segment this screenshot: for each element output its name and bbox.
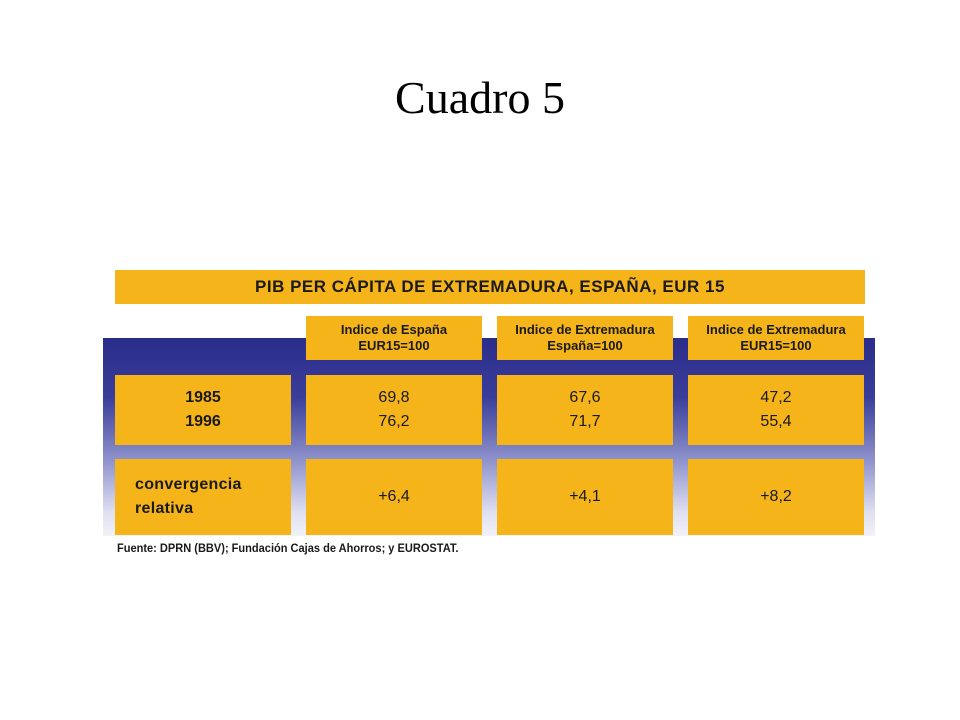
convergence-label-line2: relativa (135, 500, 194, 517)
convergence-col-2: +4,1 (497, 459, 673, 535)
column-header-1: Indice de España EUR15=100 (306, 316, 482, 360)
year-1996: 1996 (185, 413, 221, 430)
slide-title: Cuadro 5 (395, 72, 565, 123)
cell-value: 55,4 (760, 413, 792, 430)
column-header-3: Indice de Extremadura EUR15=100 (688, 316, 864, 360)
row-label-years: 1985 1996 (115, 375, 291, 445)
row-label-convergence: convergencia relativa (115, 459, 291, 535)
column-header-3-line2: EUR15=100 (740, 338, 812, 353)
cell-value: 67,6 (569, 389, 601, 406)
cell-value: +6,4 (378, 488, 410, 505)
column-header-3-line1: Indice de Extremadura (706, 322, 846, 337)
column-header-2-line2: España=100 (547, 338, 623, 353)
values-col-3: 47,2 55,4 (688, 375, 864, 445)
values-col-2: 67,6 71,7 (497, 375, 673, 445)
convergence-label-line1: convergencia (135, 476, 242, 493)
convergence-col-1: +6,4 (306, 459, 482, 535)
source-note: Fuente: DPRN (BBV); Fundación Cajas de A… (117, 541, 459, 555)
cell-value: 69,8 (378, 389, 410, 406)
cell-value: 76,2 (378, 413, 410, 430)
table-figure: PIB PER CÁPITA DE EXTREMADURA, ESPAÑA, E… (103, 268, 875, 540)
column-header-2-line1: Indice de Extremadura (515, 322, 655, 337)
column-header-1-line1: Indice de España (340, 322, 448, 337)
table-title: PIB PER CÁPITA DE EXTREMADURA, ESPAÑA, E… (115, 270, 865, 304)
column-header-1-line2: EUR15=100 (358, 338, 430, 353)
cell-value: +8,2 (760, 488, 792, 505)
cell-value: 47,2 (760, 389, 792, 406)
convergence-col-3: +8,2 (688, 459, 864, 535)
values-col-1: 69,8 76,2 (306, 375, 482, 445)
cell-value: +4,1 (569, 488, 601, 505)
column-header-2: Indice de Extremadura España=100 (497, 316, 673, 360)
year-1985: 1985 (185, 389, 221, 406)
cell-value: 71,7 (569, 413, 601, 430)
